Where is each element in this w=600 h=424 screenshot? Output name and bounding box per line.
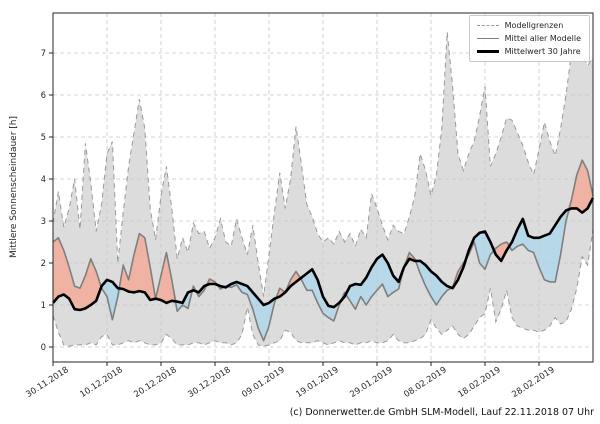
dashed-line-swatch-icon: [476, 25, 499, 26]
legend-label-climate-mean: Mittelwert 30 Jahre: [504, 47, 581, 56]
y-tick-label: 4: [41, 175, 46, 185]
y-axis-label: Mittlere Sonnenscheindauer [h]: [9, 116, 19, 258]
x-tick-label: 19.01.2019: [294, 365, 340, 400]
climate-mean-line: [52, 197, 595, 312]
y-tick-label: 7: [41, 49, 46, 59]
legend: Modellgrenzen Mittel aller Modelle Mitte…: [468, 15, 590, 62]
x-tick-label: 30.12.2018: [186, 365, 232, 400]
x-tick-label: 30.11.2018: [24, 365, 70, 400]
legend-label-model-bounds: Modellgrenzen: [504, 21, 564, 30]
y-tick-label: 1: [41, 301, 46, 311]
x-tick-label: 20.12.2018: [132, 365, 178, 400]
black-line-swatch-icon: [476, 50, 499, 53]
footer-credit: (c) Donnerwetter.de GmbH SLM-Modell, Lau…: [289, 407, 594, 418]
legend-item-model-mean: Mittel aller Modelle: [476, 34, 581, 43]
x-tick-label: 29.01.2019: [348, 365, 394, 400]
model-lower-bound-line: [52, 229, 594, 347]
legend-label-model-mean: Mittel aller Modelle: [504, 34, 581, 43]
legend-item-climate-mean: Mittelwert 30 Jahre: [476, 47, 581, 56]
gray-line-swatch-icon: [476, 38, 499, 39]
x-tick-label: 18.02.2019: [456, 365, 502, 400]
x-tick-label: 10.12.2018: [78, 365, 124, 400]
x-tick-label: 09.01.2019: [240, 365, 286, 400]
y-tick-label: 3: [41, 217, 46, 227]
legend-item-model-bounds: Modellgrenzen: [476, 21, 581, 30]
y-tick-label: 5: [41, 133, 46, 143]
model-bounds-band: [53, 32, 593, 347]
y-tick-label: 0: [41, 343, 46, 353]
x-tick-label: 08.02.2019: [402, 365, 448, 400]
model-upper-bound-line: [52, 31, 594, 297]
model-mean-line: [52, 159, 594, 342]
y-tick-label: 2: [41, 259, 46, 269]
y-tick-label: 6: [41, 91, 46, 101]
x-tick-label: 28.02.2019: [510, 365, 556, 400]
